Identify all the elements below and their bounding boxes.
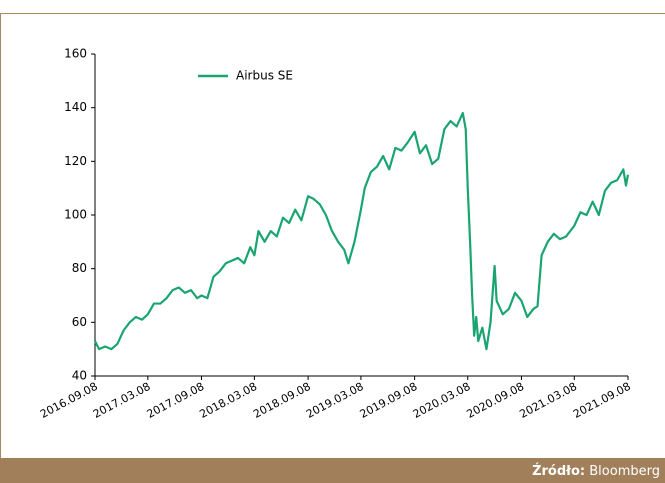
y-tick-label: 100 [64,208,87,222]
x-tick-label: 2019.03.08 [304,380,366,421]
x-tick-label: 2017.03.08 [91,380,153,421]
y-tick-label: 80 [72,261,87,275]
x-tick-label: 2018.09.08 [251,380,313,421]
x-tick-label: 2021.09.08 [571,380,633,421]
legend-label: Airbus SE [236,69,293,83]
x-tick-label: 2017.09.08 [145,380,207,421]
footer-band [0,458,665,483]
x-tick-label: 2020.03.08 [411,380,473,421]
line [94,111,630,351]
x-tick-label: 2016.09.08 [38,380,100,421]
x-tick-label: 2018.03.08 [197,380,259,421]
y-tick-label: 60 [72,315,87,329]
y-tick-label: 40 [72,369,87,383]
source-label: Źródło: [532,463,585,479]
source-name: Bloomberg [589,464,660,479]
y-tick-label: 140 [64,100,87,114]
x-tick-label: 2020.09.08 [465,380,527,421]
y-tick-label: 120 [64,154,87,168]
x-tick-label: 2021.03.08 [517,380,579,421]
source: Źródło: Bloomberg [532,463,660,479]
frame [0,13,665,483]
x-tick-label: 2019.09.08 [358,380,420,421]
y-tick-label: 160 [64,47,87,61]
